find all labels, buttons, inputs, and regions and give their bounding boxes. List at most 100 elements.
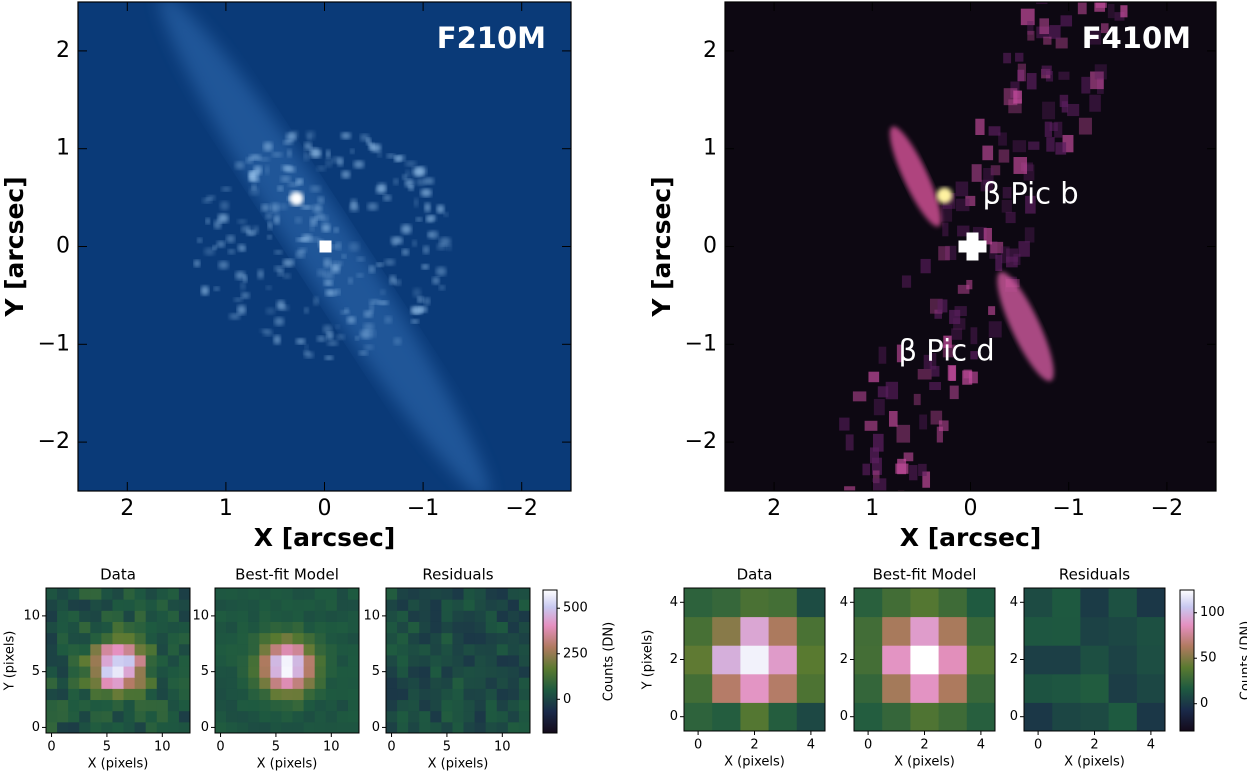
pixel — [57, 688, 69, 701]
speckle — [400, 224, 412, 235]
speckle — [304, 344, 309, 351]
speckle — [864, 420, 878, 431]
pixel — [796, 645, 826, 675]
pixel — [336, 677, 349, 689]
y-tick-label: 500 — [563, 601, 588, 616]
pixel — [281, 588, 294, 600]
speckle — [1020, 8, 1035, 26]
pixel — [408, 721, 420, 734]
pixel — [408, 654, 420, 667]
speckle — [938, 420, 949, 432]
pixel — [281, 666, 294, 678]
pixel — [57, 654, 69, 667]
pixel — [156, 621, 169, 634]
pixel — [156, 721, 169, 734]
pixel — [156, 599, 169, 611]
pixel — [419, 677, 431, 689]
pixel — [474, 677, 487, 689]
pixel — [882, 645, 911, 675]
pixel — [1108, 588, 1138, 618]
pixel — [441, 699, 453, 712]
speckle — [219, 201, 230, 211]
pixel — [430, 677, 442, 689]
pixel — [79, 599, 91, 611]
pixel — [397, 588, 409, 600]
speckle — [264, 165, 270, 175]
speckle — [416, 178, 427, 186]
pixel — [518, 721, 531, 734]
x-axis-label: X (pixels) — [724, 755, 785, 770]
speckle — [922, 471, 931, 488]
y-tick-label: 0 — [840, 709, 848, 724]
speckle — [237, 219, 247, 224]
pixel — [46, 666, 58, 678]
pixel — [237, 621, 249, 634]
pixel — [259, 632, 271, 645]
speckle — [998, 149, 1010, 163]
pixel — [518, 654, 531, 667]
pixel — [134, 721, 147, 734]
pixel — [248, 688, 260, 701]
pixel — [259, 643, 271, 656]
pixel — [226, 632, 238, 645]
speckle — [295, 338, 306, 345]
speckle — [963, 369, 972, 379]
speckle — [384, 315, 393, 324]
speckle — [341, 170, 351, 179]
pixel — [397, 688, 409, 701]
pixel — [1024, 616, 1053, 646]
pixel — [79, 721, 91, 734]
speckle — [908, 511, 920, 521]
pixel — [178, 643, 191, 656]
pixel — [496, 599, 509, 611]
speckle — [412, 240, 417, 247]
pixel — [237, 588, 249, 600]
pixel — [292, 621, 305, 634]
pixel — [134, 621, 147, 634]
x-axis-label: X (pixels) — [88, 757, 149, 772]
speckle — [954, 306, 967, 317]
speckle — [947, 365, 957, 381]
speckle — [1089, 94, 1101, 112]
pixel — [463, 721, 476, 734]
pixel — [134, 599, 147, 611]
panel-title: Residuals — [1059, 566, 1130, 584]
speckle — [1042, 101, 1056, 120]
pixel — [463, 654, 476, 667]
pixel — [215, 632, 227, 645]
speckle — [1061, 101, 1068, 113]
pixel — [474, 710, 487, 723]
pixel — [145, 721, 158, 734]
pixel — [386, 599, 398, 611]
pixel — [156, 710, 169, 723]
pixel — [101, 654, 113, 667]
pixel — [408, 643, 420, 656]
pixel — [215, 721, 227, 734]
speckle — [942, 344, 956, 358]
pixel — [292, 610, 305, 622]
pixel — [854, 588, 883, 618]
pixel — [112, 610, 125, 622]
pixel — [336, 599, 349, 611]
speckle — [415, 166, 427, 177]
speckle — [443, 212, 449, 217]
streak — [889, 126, 942, 227]
pixel — [68, 610, 80, 622]
star-mask — [319, 240, 332, 253]
speckle — [367, 202, 379, 211]
speckle — [878, 346, 887, 364]
x-tick-label: 0 — [387, 740, 395, 755]
pixel — [167, 610, 180, 622]
pixel — [226, 643, 238, 656]
pixel — [248, 721, 260, 734]
speckle — [335, 324, 340, 329]
y-axis-label: Y [arcsec] — [647, 176, 676, 317]
speckle — [896, 424, 911, 443]
pixel — [1052, 702, 1081, 732]
pixel — [101, 721, 113, 734]
speckle — [309, 224, 315, 232]
speckle — [862, 463, 871, 476]
pixel — [430, 610, 442, 622]
colorbar — [1179, 589, 1195, 732]
pixel — [1052, 673, 1081, 703]
